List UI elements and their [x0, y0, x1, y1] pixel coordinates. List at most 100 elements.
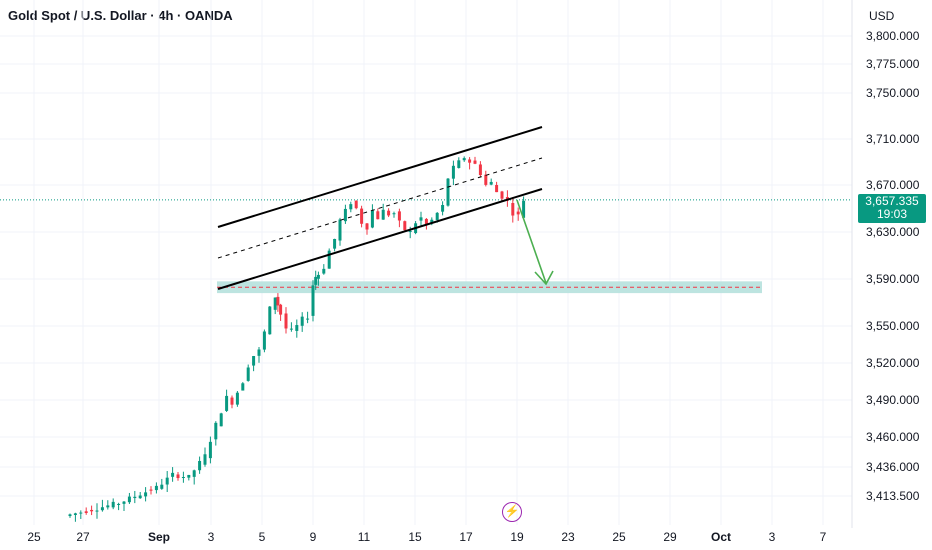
support-zone-rect [217, 281, 762, 294]
y-tick-label: 3,630.000 [866, 225, 920, 239]
channel-lower [217, 188, 543, 290]
candle-body [343, 208, 347, 222]
candle-body [160, 484, 164, 489]
candle-body [441, 205, 445, 212]
candle-body [419, 217, 423, 221]
candle-body [392, 213, 396, 215]
y-tick-label: 3,550.000 [866, 319, 920, 333]
candle-body [495, 184, 499, 193]
x-tick-label: 25 [612, 530, 626, 544]
candle-body [435, 212, 439, 220]
candle-body [306, 318, 310, 320]
candle-body [230, 397, 234, 405]
candle-body [276, 296, 280, 306]
candle-body [300, 316, 304, 326]
candle-body [79, 512, 83, 514]
x-tick-label: Sep [148, 530, 170, 544]
candle-body [424, 218, 428, 225]
candle-body [106, 505, 110, 508]
candle-body [457, 160, 461, 168]
y-tick-label: 3,436.000 [866, 460, 920, 474]
candle-body [522, 200, 526, 218]
candle-body [327, 250, 331, 269]
candle-body [262, 331, 266, 350]
currency-label[interactable]: USD [869, 9, 895, 23]
candle-body [176, 474, 180, 479]
x-tick-label: 3 [769, 530, 776, 544]
candle-body [484, 174, 488, 185]
channel-upper [217, 126, 543, 228]
y-tick-label: 3,490.000 [866, 393, 920, 407]
candle-body [462, 158, 466, 161]
x-tick-label: 23 [561, 530, 575, 544]
x-tick-label: 17 [459, 530, 473, 544]
candle-body [338, 219, 342, 241]
candle-body [354, 200, 358, 209]
candle-body [111, 501, 115, 508]
candle-body [500, 191, 504, 199]
candle-body [311, 285, 315, 316]
candle-body [387, 210, 391, 216]
time-axis: 25 27 Sep 3 5 9 11 15 17 19 23 25 29 Oct 3 7 [27, 530, 826, 544]
candle-body [397, 211, 401, 221]
x-tick-label: 15 [408, 530, 422, 544]
last-price-badge: 3,657.335 19:03 [858, 194, 926, 223]
candle-body [149, 489, 153, 491]
candle-body [289, 328, 293, 330]
candle-body [446, 178, 450, 206]
candle-body [90, 509, 94, 512]
candle-body [360, 208, 364, 224]
projection-arrow [516, 199, 554, 286]
candle-body [322, 268, 326, 274]
candle-body [489, 181, 493, 185]
channel-lines [217, 126, 543, 290]
y-tick-label: 3,710.000 [866, 132, 920, 146]
candle-body [333, 238, 337, 249]
candle-body [241, 383, 245, 391]
candle-body [122, 501, 126, 504]
x-tick-label: 7 [820, 530, 827, 544]
y-tick-label: 3,590.000 [866, 272, 920, 286]
candle-body [314, 276, 318, 285]
candle-body [133, 496, 137, 499]
y-tick-label: 3,413.500 [866, 489, 920, 503]
candle-body [268, 306, 272, 335]
candle-body [225, 395, 229, 411]
candle-body [273, 297, 277, 310]
candle-body [187, 474, 191, 478]
price-axis: 3,800.000 3,775.000 3,750.000 3,710.000 3,67… [866, 29, 920, 503]
candle-body [208, 441, 212, 459]
candle-body [154, 485, 158, 491]
candle-body [144, 492, 148, 497]
candle-body [451, 165, 455, 179]
y-tick-label: 3,775.000 [866, 57, 920, 71]
candle-body [235, 392, 239, 405]
candle-body [381, 209, 385, 220]
lightning-icon[interactable]: ⚡ [502, 502, 522, 522]
candle-body [246, 367, 250, 381]
candle-body [279, 304, 283, 315]
x-tick-label: 19 [510, 530, 524, 544]
chart-title: Gold Spot / U.S. Dollar · 4h · OANDA [8, 8, 233, 23]
grid [0, 0, 853, 528]
candle-body [198, 460, 202, 471]
candle-body [408, 230, 412, 232]
candle-body [473, 160, 477, 164]
y-tick-label: 3,460.000 [866, 430, 920, 444]
x-tick-label: 25 [27, 530, 41, 544]
candle-body [516, 211, 520, 215]
candle-body [203, 454, 207, 465]
x-tick-label: 29 [663, 530, 677, 544]
candle-body [365, 223, 369, 230]
candle-body [468, 159, 472, 163]
channel-middle [217, 157, 543, 259]
candle-body [376, 211, 380, 220]
candle-body [84, 511, 88, 514]
candle-body [430, 219, 434, 223]
y-tick-label: 3,670.000 [866, 178, 920, 192]
x-tick-label: 3 [208, 530, 215, 544]
candle-body [117, 503, 121, 505]
last-price-value: 3,657.335 [865, 194, 919, 208]
